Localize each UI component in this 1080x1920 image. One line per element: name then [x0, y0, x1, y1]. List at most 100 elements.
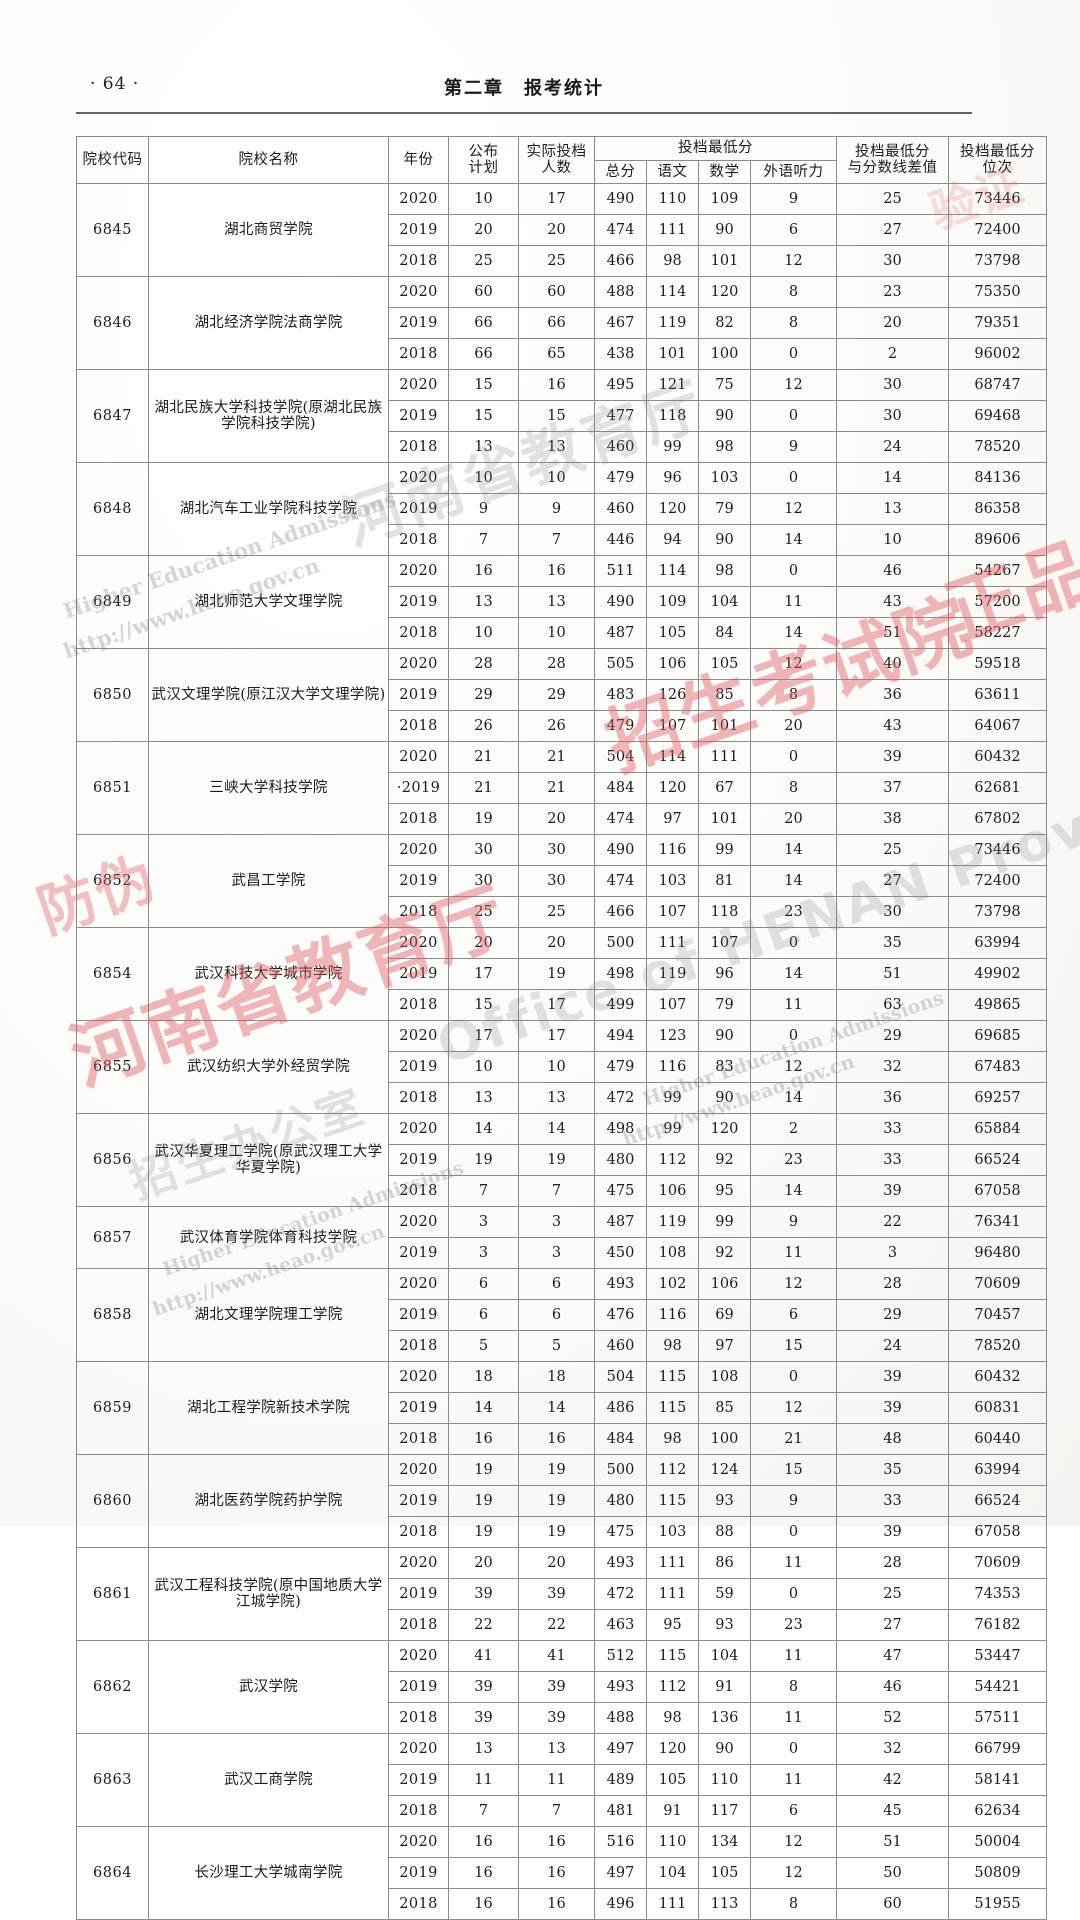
cell-min-score-rank: 64067	[948, 710, 1047, 743]
cell-actual-count: 6	[518, 1299, 595, 1332]
cell-total-score: 467	[594, 307, 647, 340]
cell-math: 100	[698, 338, 751, 371]
cell-school-code: 6855	[76, 1020, 149, 1115]
table-row: 6852 武昌工学院 2020 30 30 490 116 99 14 25 73446	[76, 834, 1047, 929]
cell-score-line-diff: 47	[836, 1640, 949, 1673]
cell-school-name: 武汉纺织大学外经贸学院	[148, 1020, 389, 1115]
cell-min-score-rank: 57200	[948, 586, 1047, 619]
cell-published-plan: 25	[448, 896, 519, 929]
cell-published-plan: 15	[448, 369, 519, 402]
cell-total-score: 472	[594, 1578, 647, 1611]
cell-actual-count: 25	[518, 896, 595, 929]
cell-english-listening: 9	[750, 1485, 837, 1518]
cell-score-line-diff: 3	[836, 1237, 949, 1270]
cell-total-score: 497	[594, 1857, 647, 1890]
cell-min-score-rank: 63994	[948, 927, 1047, 960]
cell-published-plan: 16	[448, 1423, 519, 1456]
cell-min-score-rank: 79351	[948, 307, 1047, 340]
cell-published-plan: 19	[448, 1144, 519, 1177]
cell-min-score-rank: 67058	[948, 1175, 1047, 1208]
cell-total-score: 516	[594, 1826, 647, 1859]
header-actual-count: 实际投档 人数	[518, 135, 595, 185]
cell-year: 2018	[388, 1082, 449, 1115]
cell-total-score: 479	[594, 710, 647, 743]
cell-math: 69	[698, 1299, 751, 1332]
table-row: 6846 湖北经济学院法商学院 2020 60 60 488 114 120 8 23 75350	[76, 276, 1047, 371]
table-header: 院校代码 院校名称 年份 公布 计划 实际投档 人数 投档最低分 投档最低分 与…	[76, 135, 1047, 185]
cell-math: 136	[698, 1702, 751, 1735]
cell-published-plan: 10	[448, 1051, 519, 1084]
cell-total-score: 479	[594, 1051, 647, 1084]
cell-school-name: 武汉华夏理工学院(原武汉理工大学华夏学院)	[148, 1113, 389, 1208]
cell-published-plan: 25	[448, 245, 519, 278]
cell-score-line-diff: 30	[836, 245, 949, 278]
cell-chinese: 99	[646, 431, 699, 464]
cell-year: 2020	[388, 834, 449, 867]
cell-year: 2018	[388, 1175, 449, 1208]
cell-actual-count: 16	[518, 1826, 595, 1859]
cell-chinese: 116	[646, 1299, 699, 1332]
cell-year: 2020	[388, 1547, 449, 1580]
cell-chinese: 111	[646, 1578, 699, 1611]
cell-english-listening: 20	[750, 710, 837, 743]
cell-english-listening: 0	[750, 927, 837, 960]
cell-english-listening: 6	[750, 1299, 837, 1332]
cell-score-line-diff: 38	[836, 803, 949, 836]
cell-published-plan: 7	[448, 1795, 519, 1828]
cell-score-line-diff: 46	[836, 555, 949, 588]
cell-actual-count: 16	[518, 1857, 595, 1890]
header-actual-count-line2: 人数	[541, 160, 572, 177]
cell-chinese: 106	[646, 1175, 699, 1208]
cell-math: 95	[698, 1175, 751, 1208]
cell-published-plan: 13	[448, 1733, 519, 1766]
cell-min-score-rank: 96002	[948, 338, 1047, 371]
cell-actual-count: 16	[518, 555, 595, 588]
cell-year: 2018	[388, 1516, 449, 1549]
cell-score-line-diff: 27	[836, 214, 949, 247]
header-chinese: 语文	[646, 159, 699, 185]
cell-year: 2020	[388, 741, 449, 774]
cell-math: 92	[698, 1144, 751, 1177]
cell-school-code: 6864	[76, 1826, 149, 1920]
cell-min-score-rank: 50809	[948, 1857, 1047, 1890]
table-row: 6858 湖北文理学院理工学院 2020 6 6 493 102 106 12 28 70609	[76, 1268, 1047, 1363]
cell-min-score-rank: 62681	[948, 772, 1047, 805]
cell-total-score: 511	[594, 555, 647, 588]
cell-year: 2019	[388, 1051, 449, 1084]
cell-total-score: 500	[594, 927, 647, 960]
cell-math: 124	[698, 1454, 751, 1487]
cell-math: 96	[698, 958, 751, 991]
cell-english-listening: 14	[750, 865, 837, 898]
cell-english-listening: 12	[750, 1857, 837, 1890]
cell-year: 2019	[388, 1485, 449, 1518]
cell-total-score: 472	[594, 1082, 647, 1115]
header-school-code: 院校代码	[76, 135, 149, 185]
cell-total-score: 460	[594, 493, 647, 526]
cell-published-plan: 39	[448, 1578, 519, 1611]
cell-score-line-diff: 45	[836, 1795, 949, 1828]
cell-chinese: 120	[646, 1733, 699, 1766]
cell-score-line-diff: 13	[836, 493, 949, 526]
table-row: 6851 三峡大学科技学院 2020 21 21 504 114 111 0 39 60432	[76, 741, 1047, 836]
cell-min-score-rank: 49902	[948, 958, 1047, 991]
cell-math: 83	[698, 1051, 751, 1084]
cell-published-plan: 13	[448, 1082, 519, 1115]
cell-published-plan: 3	[448, 1237, 519, 1270]
cell-english-listening: 0	[750, 741, 837, 774]
cell-total-score: 493	[594, 1547, 647, 1580]
cell-english-listening: 11	[750, 1237, 837, 1270]
cell-published-plan: 19	[448, 803, 519, 836]
cell-chinese: 109	[646, 586, 699, 619]
cell-min-score-rank: 70609	[948, 1268, 1047, 1301]
cell-chinese: 102	[646, 1268, 699, 1301]
table-row: 6847 湖北民族大学科技学院(原湖北民族学院科技学院) 2020 15 16 495 12…	[76, 369, 1047, 464]
cell-chinese: 120	[646, 772, 699, 805]
cell-chinese: 126	[646, 679, 699, 712]
cell-total-score: 487	[594, 617, 647, 650]
cell-english-listening: 0	[750, 462, 837, 495]
cell-math: 90	[698, 214, 751, 247]
cell-math: 107	[698, 927, 751, 960]
header-total-score: 总分	[594, 159, 647, 185]
cell-total-score: 466	[594, 245, 647, 278]
cell-min-score-rank: 78520	[948, 431, 1047, 464]
